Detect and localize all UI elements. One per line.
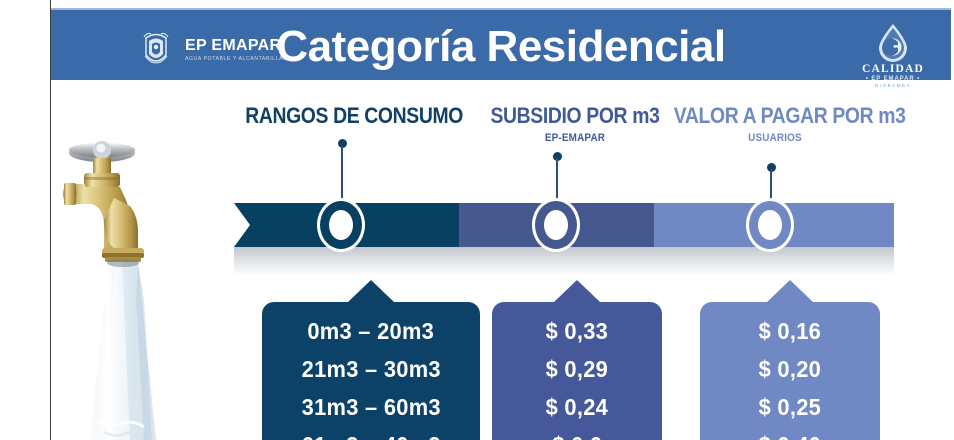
value-card-subsidio: $ 0,33 $ 0,29 $ 0,24 $ 0,0 [492,280,662,440]
card-pointer-subsidio [554,280,600,302]
value-valor-3: $ 0,25 [758,394,822,420]
calidad-subtitle: • EP EMAPAR • [865,75,921,82]
column-title-subsidio: SUBSIDIO POR m3 [490,103,660,128]
brass-faucet-with-water-stream-icon [52,120,227,440]
value-rangos-3: 31m3 – 60m3 [301,394,441,420]
connector-dot-rangos [338,139,347,148]
value-subsidio-3: $ 0,24 [545,394,609,420]
coat-of-arms-icon [139,29,173,73]
column-header-rangos: RANGOS DE CONSUMO [232,103,463,132]
card-pointer-rangos [348,280,394,302]
ribbon-shadow [234,247,894,275]
logo-calidad: CALIDAD • EP EMAPAR • RIOBAMBA [851,22,935,89]
value-subsidio-2: $ 0,29 [545,356,609,382]
header-band: EP EMAPAR AGUA POTABLE Y ALCANTARILLADO … [51,8,954,88]
value-subsidio-1: $ 0,33 [545,318,609,344]
left-divider-rule [50,0,51,440]
card-pointer-valor [767,280,813,302]
page-title: Categoría Residencial [276,22,726,71]
ribbon-marker-valor [746,198,794,252]
column-header-valor: VALOR A PAGAR POR m3 USUARIOS [660,103,906,145]
column-subtitle-valor: USUARIOS [748,132,802,145]
connector-dot-subsidio [553,152,562,161]
value-valor-2: $ 0,20 [758,356,822,382]
connector-stem-subsidio [556,158,558,208]
connector-dot-valor [767,163,776,172]
value-subsidio-4: $ 0,0 [552,434,602,440]
value-card-rangos: 0m3 – 20m3 21m3 – 30m3 31m3 – 60m3 61m3 … [262,280,480,440]
value-valor-4: $ 0,40 [759,434,821,440]
right-edge-margin [951,0,954,440]
column-header-subsidio: SUBSIDIO POR m3 EP-EMAPAR [470,104,680,145]
value-rangos-1: 0m3 – 20m3 [307,318,435,344]
value-valor-1: $ 0,16 [758,318,822,344]
logo-name-ep: EP [185,37,207,55]
logo-ep-emapar: EP EMAPAR AGUA POTABLE Y ALCANTARILLADO [139,28,292,74]
calidad-city: RIOBAMBA [875,83,911,89]
ribbon-marker-rangos [317,198,365,252]
logo-subtitle: AGUA POTABLE Y ALCANTARILLADO [185,56,292,63]
column-title-valor: VALOR A PAGAR POR m3 [673,103,906,128]
logo-name-emapar: EMAPAR [211,37,282,55]
logo-name: EP EMAPAR [185,38,292,55]
connector-stem-valor [770,169,772,208]
value-card-valor: $ 0,16 $ 0,20 $ 0,25 $ 0,40 [700,280,880,440]
column-subtitle-subsidio: EP-EMAPAR [544,132,606,145]
value-rangos-2: 21m3 – 30m3 [301,356,441,382]
calidad-name: CALIDAD [861,63,925,75]
column-title-rangos: RANGOS DE CONSUMO [245,103,463,128]
connector-stem-rangos [341,146,343,208]
water-drop-c-icon [873,22,913,64]
ribbon-marker-subsidio [532,198,580,252]
value-rangos-4: 61m3 – 40m3 [301,434,440,440]
